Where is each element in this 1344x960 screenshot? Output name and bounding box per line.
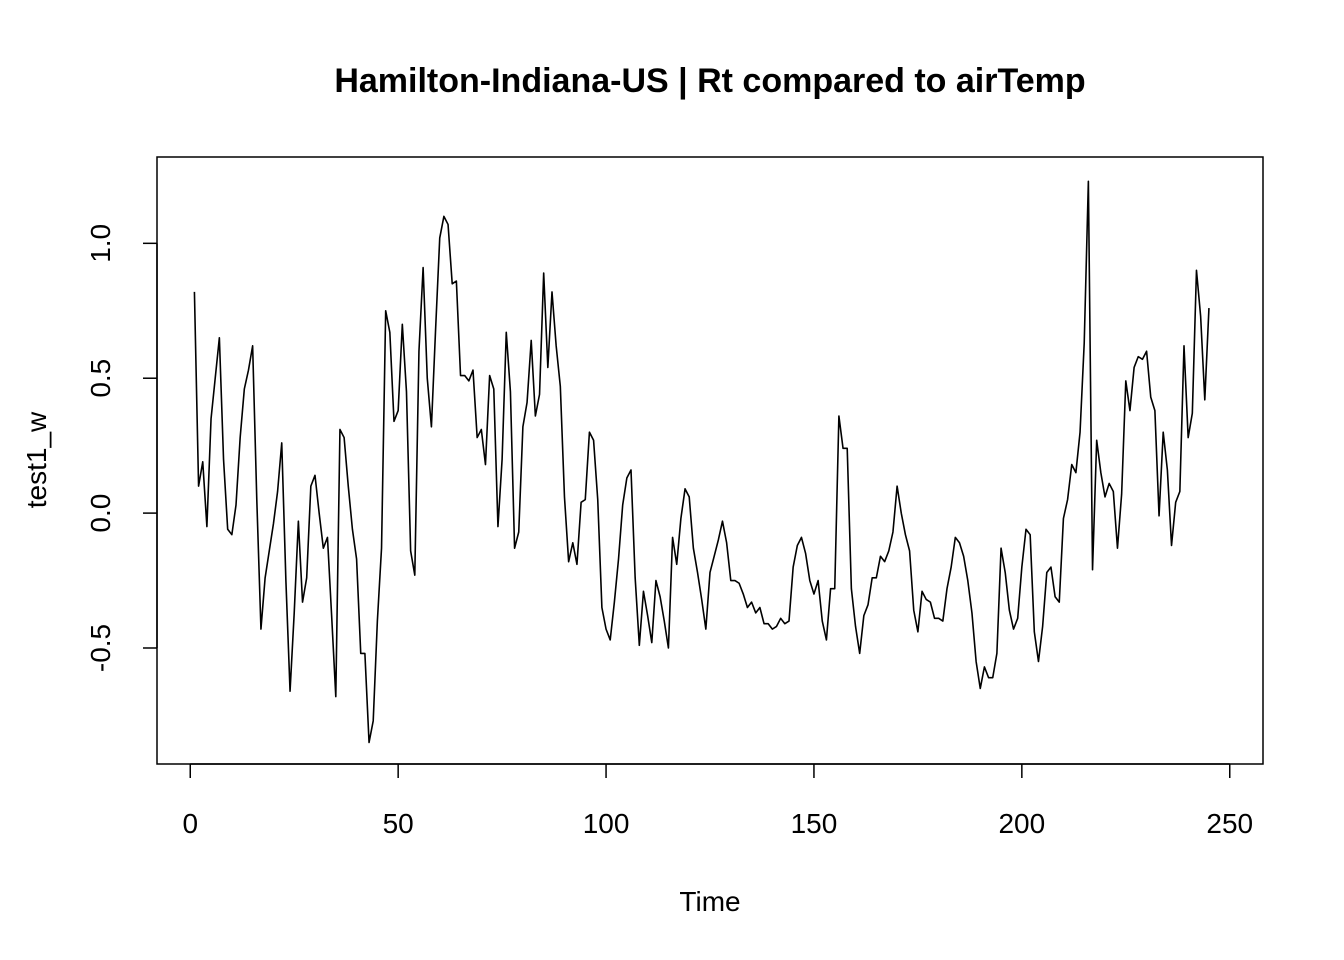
- chart-title: Hamilton-Indiana-US | Rt compared to air…: [334, 62, 1085, 100]
- y-axis: -0.5 0.0 0.5 1.0: [85, 224, 158, 672]
- y-tick-label: -0.5: [85, 624, 116, 672]
- x-tick-label: 150: [791, 808, 838, 839]
- x-tick-label: 50: [383, 808, 414, 839]
- x-tick-label: 250: [1206, 808, 1253, 839]
- y-tick-label: 0.5: [85, 359, 116, 398]
- plot-frame: [156, 156, 1264, 765]
- x-tick-label: 200: [998, 808, 1045, 839]
- y-tick-label: 0.0: [85, 494, 116, 533]
- y-axis-label: test1_w: [21, 411, 52, 508]
- x-tick-label: 0: [182, 808, 198, 839]
- series-line: [193, 180, 1210, 744]
- x-axis: 0 50 100 150 200 250: [182, 763, 1253, 839]
- y-tick-label: 1.0: [85, 224, 116, 263]
- x-axis-label: Time: [679, 886, 740, 917]
- x-tick-label: 100: [583, 808, 630, 839]
